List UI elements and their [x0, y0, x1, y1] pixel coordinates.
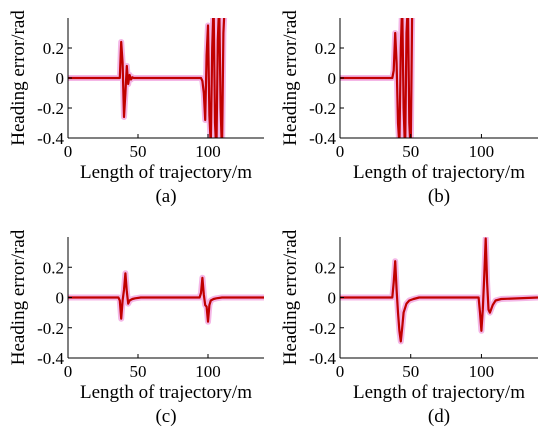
y-tick-label: 0.2: [315, 39, 336, 58]
x-axis-label: Length of trajectory/m: [353, 162, 525, 183]
y-tick-label: -0.2: [37, 99, 64, 118]
y-tick-label: -0.2: [37, 319, 64, 338]
y-tick-label: -0.2: [309, 99, 336, 118]
y-tick-label: -0.4: [309, 349, 336, 368]
y-tick-label: 0.2: [315, 258, 336, 277]
panel-a: 0 50 100 -0.4 -0.2 0 0.2 Length of trajectory/m…: [8, 10, 264, 207]
x-tick-label: 50: [402, 142, 419, 161]
y-tick-label: -0.4: [37, 349, 64, 368]
x-axis-label: Length of trajectory/m: [80, 382, 252, 403]
y-tick-label: -0.2: [309, 319, 336, 338]
y-tick-label: 0.2: [43, 258, 64, 277]
x-tick-label: 0: [336, 362, 345, 381]
x-tick-label: 50: [130, 362, 147, 381]
y-tick-label: -0.4: [309, 129, 336, 148]
series-halo: [340, 237, 538, 345]
y-tick-label: 0.2: [43, 39, 64, 58]
x-tick-label: 50: [402, 362, 419, 381]
panel-label: (d): [428, 406, 450, 427]
y-axis-label: Heading error/rad: [8, 10, 29, 146]
x-tick-label: 0: [336, 142, 345, 161]
y-tick-label: 0: [328, 69, 337, 88]
y-tick-label: 0: [56, 69, 65, 88]
x-tick-label: 100: [195, 362, 221, 381]
series-line: [68, 272, 264, 323]
y-axis-label: Heading error/rad: [8, 229, 29, 365]
panel-label: (c): [155, 406, 176, 427]
x-tick-label: 0: [64, 362, 73, 381]
x-tick-label: 100: [469, 142, 495, 161]
x-tick-label: 50: [130, 142, 147, 161]
x-axis-label: Length of trajectory/m: [353, 382, 525, 403]
series-line: [68, 18, 226, 138]
y-axis-label: Heading error/rad: [280, 229, 301, 365]
x-tick-label: 100: [469, 362, 495, 381]
x-axis-label: Length of trajectory/m: [80, 162, 252, 183]
panel-label: (b): [428, 186, 450, 207]
panel-d: 0 50 100 -0.4 -0.2 0 0.2 Length of trajectory/m…: [280, 229, 538, 427]
x-tick-label: 0: [64, 142, 73, 161]
panel-b: 0 50 100 -0.4 -0.2 0 0.2 Length of trajectory/m…: [280, 10, 538, 207]
y-tick-label: 0: [56, 289, 65, 308]
y-tick-label: -0.4: [37, 129, 64, 148]
series-line: [340, 18, 414, 138]
y-axis-label: Heading error/rad: [280, 10, 301, 146]
series-line: [340, 237, 538, 343]
panel-c: 0 50 100 -0.4 -0.2 0 0.2 Length of trajectory/m…: [8, 229, 264, 427]
panel-label: (a): [155, 186, 176, 207]
y-tick-label: 0: [328, 289, 337, 308]
x-tick-label: 100: [195, 142, 221, 161]
